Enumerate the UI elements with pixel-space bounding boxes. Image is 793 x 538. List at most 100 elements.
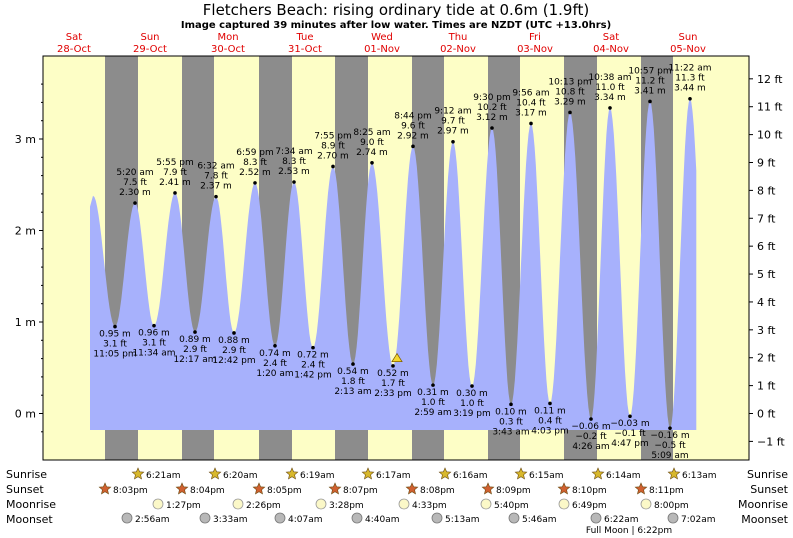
low-time-label: 2:59 am xyxy=(414,408,451,418)
moonrise-time: 8:00pm xyxy=(654,501,689,511)
high-time-label: 7:34 am xyxy=(275,147,312,157)
plot-area xyxy=(42,55,750,461)
tide-extremum-point xyxy=(648,99,652,104)
sunrise-time: 6:14am xyxy=(606,471,641,481)
sunrise-icon xyxy=(131,467,145,480)
moonset-icon xyxy=(351,512,363,524)
moonrise-time: 4:33pm xyxy=(412,501,447,511)
sunrise-icon xyxy=(591,467,605,480)
tide-extremum-point xyxy=(173,191,177,195)
high-ft-label: 11.3 ft xyxy=(675,74,705,84)
sunrise-icon xyxy=(208,467,222,480)
sunset-icon xyxy=(175,482,189,495)
high-m-label: 3.41 m xyxy=(634,86,666,96)
sunrise-time: 6:13am xyxy=(682,471,717,481)
sunrise-icon xyxy=(667,467,681,480)
high-ft-label: 7.5 ft xyxy=(123,178,147,188)
sunset-time: 8:08pm xyxy=(420,486,455,496)
row-label-left: Sunrise xyxy=(6,468,47,481)
right-tick-label: 4 ft xyxy=(757,296,776,309)
high-time-label: 9:12 am xyxy=(434,107,471,117)
moonrise-icon xyxy=(640,498,652,510)
moonrise-time: 3:28pm xyxy=(329,501,364,511)
high-ft-label: 9.0 ft xyxy=(360,138,384,148)
moonrise-icon xyxy=(480,498,492,510)
moonrise-time: 1:27pm xyxy=(166,501,201,511)
high-m-label: 3.12 m xyxy=(476,113,508,123)
day-date: 29-Oct xyxy=(133,44,167,55)
right-tick-label: 6 ft xyxy=(757,240,776,253)
row-label-left: Moonset xyxy=(6,513,53,526)
moonset-time: 6:22am xyxy=(604,515,639,525)
high-ft-label: 10.2 ft xyxy=(477,103,507,113)
right-tick-label: −1 ft xyxy=(757,435,785,448)
tide-extremum-point xyxy=(193,330,197,334)
high-m-label: 2.53 m xyxy=(278,167,310,177)
tide-extremum-point xyxy=(548,401,552,406)
tide-extremum-point xyxy=(470,384,474,388)
plot-border xyxy=(42,55,750,461)
high-m-label: 3.17 m xyxy=(515,108,547,118)
high-time-label: 10:13 pm xyxy=(548,77,591,87)
sunset-time: 8:03pm xyxy=(113,486,148,496)
right-tick-label: 11 ft xyxy=(757,101,783,114)
sunset-icon xyxy=(252,482,266,495)
tide-extremum-point xyxy=(113,324,117,329)
low-ft-label: 2.9 ft xyxy=(183,345,207,355)
row-label-right: Sunrise xyxy=(747,468,788,481)
tide-extremum-point xyxy=(152,323,156,328)
moonrise-icon xyxy=(232,498,244,510)
sunrise-icon xyxy=(514,467,528,480)
moonset-time: 2:56am xyxy=(135,515,170,525)
high-m-label: 2.74 m xyxy=(356,148,388,158)
high-time-label: 6:32 am xyxy=(197,162,234,172)
low-m-label: −0.06 m xyxy=(571,422,610,432)
high-ft-label: 8.3 ft xyxy=(282,157,306,167)
low-m-label: 0.88 m xyxy=(218,336,250,346)
low-time-label: 5:09 am xyxy=(651,451,688,461)
high-time-label: 9:56 am xyxy=(512,88,549,98)
moonrise-time: 5:40pm xyxy=(494,501,529,511)
tide-extremum-point xyxy=(391,364,395,368)
right-tick-label: 1 ft xyxy=(757,380,776,393)
day-date: 02-Nov xyxy=(440,44,476,55)
sunset-time: 8:05pm xyxy=(267,486,302,496)
sunrise-time: 6:17am xyxy=(376,471,411,481)
row-label-left: Sunset xyxy=(6,483,44,496)
moonset-time: 4:07am xyxy=(288,515,323,525)
moonset-icon xyxy=(431,512,443,524)
sunrise-time: 6:16am xyxy=(453,471,488,481)
sunset-time: 8:10pm xyxy=(572,486,607,496)
left-tick-label: 1 m xyxy=(15,316,36,329)
low-time-label: 1:42 pm xyxy=(294,371,332,381)
low-m-label: 0.54 m xyxy=(337,367,369,377)
low-time-label: 4:26 am xyxy=(572,442,609,452)
tide-area xyxy=(90,98,697,430)
low-m-label: 0.30 m xyxy=(456,389,488,399)
tide-extremum-point xyxy=(370,160,374,165)
moonset-time: 5:46am xyxy=(522,515,557,525)
day-name: Wed xyxy=(371,32,393,43)
tide-extremum-point xyxy=(331,164,335,169)
sunrise-time: 6:15am xyxy=(529,471,564,481)
day-name: Sun xyxy=(678,32,697,43)
tide-extremum-point xyxy=(490,126,494,130)
day-date: 28-Oct xyxy=(57,44,91,55)
day-name: Tue xyxy=(295,32,313,43)
low-time-label: 12:42 pm xyxy=(212,356,255,366)
low-m-label: −0.16 m xyxy=(650,431,689,441)
low-m-label: −0.03 m xyxy=(610,419,649,429)
row-label-right: Moonset xyxy=(741,513,788,526)
high-time-label: 8:44 pm xyxy=(394,111,432,121)
moonset-time: 7:02am xyxy=(681,515,716,525)
annotations: Sat28-OctSun29-OctMon30-OctTue31-OctWed0… xyxy=(6,32,789,536)
high-time-label: 7:55 pm xyxy=(314,131,352,141)
high-ft-label: 11.0 ft xyxy=(595,83,625,93)
low-m-label: 0.10 m xyxy=(495,407,527,417)
tide-extremum-point xyxy=(253,181,257,185)
tide-extremum-point xyxy=(273,343,277,348)
tide-extremum-point xyxy=(589,417,593,421)
row-label-right: Moonrise xyxy=(738,498,788,511)
sunset-icon xyxy=(481,482,495,495)
tide-extremum-point xyxy=(292,180,296,184)
